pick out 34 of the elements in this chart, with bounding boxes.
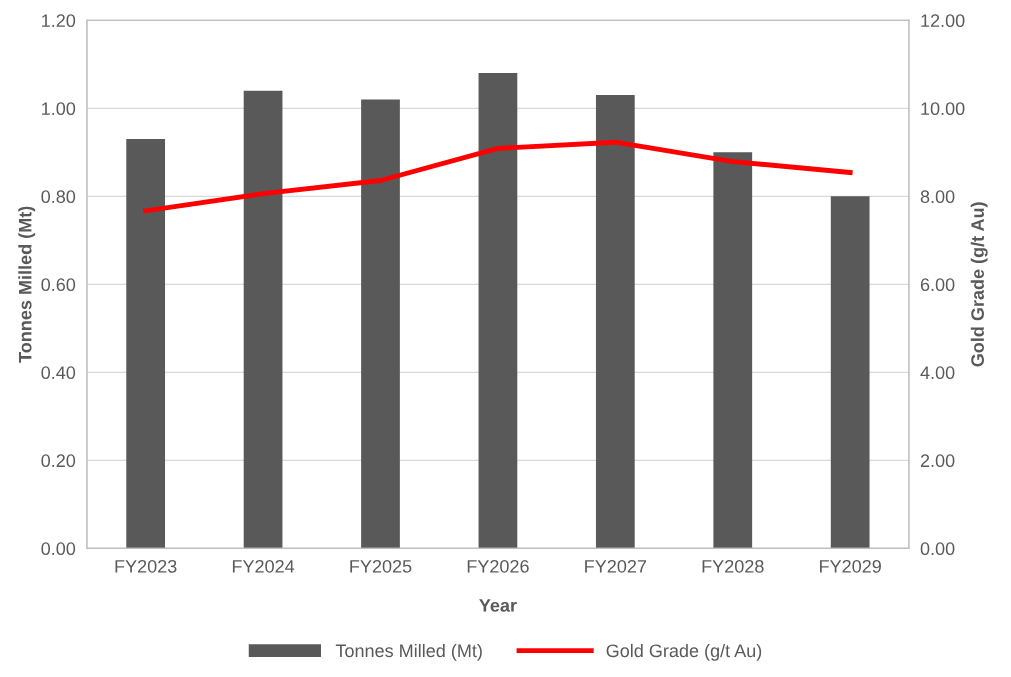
bar — [478, 73, 518, 549]
bar — [830, 196, 870, 549]
y-tick-label: 0.20 — [41, 454, 76, 468]
x-tick-label: FY2027 — [585, 559, 647, 573]
y-tick-label: 0.00 — [41, 542, 76, 556]
bar — [126, 139, 166, 549]
y2-tick-label: 2.00 — [920, 454, 955, 468]
y2-tick-label: 12.00 — [921, 14, 965, 28]
x-tick-label: FY2028 — [702, 559, 764, 573]
x-tick-label: FY2026 — [467, 559, 529, 573]
x-tick-label: FY2025 — [350, 559, 412, 573]
y2-tick-label: 4.00 — [920, 366, 955, 380]
bar — [595, 95, 635, 549]
x-axis-title: Year — [479, 599, 517, 612]
legend-label: Gold Grade (g/t Au) — [606, 643, 762, 661]
y-tick-label: 1.00 — [42, 102, 76, 116]
x-tick-label: FY2029 — [820, 559, 881, 573]
bar — [243, 90, 283, 549]
bar — [361, 99, 400, 549]
y-tick-label: 0.40 — [41, 366, 76, 380]
y2-tick-label: 10.00 — [921, 102, 965, 116]
bar — [713, 152, 753, 549]
legend-label: Tonnes Milled (Mt) — [335, 643, 482, 661]
y2-tick-label: 6.00 — [920, 278, 955, 292]
x-tick-label: FY2023 — [115, 559, 177, 573]
x-tick-label: FY2024 — [232, 559, 295, 573]
y-tick-label: 1.20 — [42, 14, 76, 28]
y2-tick-label: 8.00 — [920, 190, 955, 204]
y-tick-label: 0.60 — [41, 278, 76, 292]
line-series — [143, 139, 853, 214]
y2-axis-title: Gold Grade (g/t Au) — [970, 202, 988, 367]
y-axis-title: Tonnes Milled (Mt) — [18, 206, 36, 363]
y-tick-label: 0.80 — [41, 190, 76, 204]
y2-tick-label: 0.00 — [920, 542, 955, 556]
